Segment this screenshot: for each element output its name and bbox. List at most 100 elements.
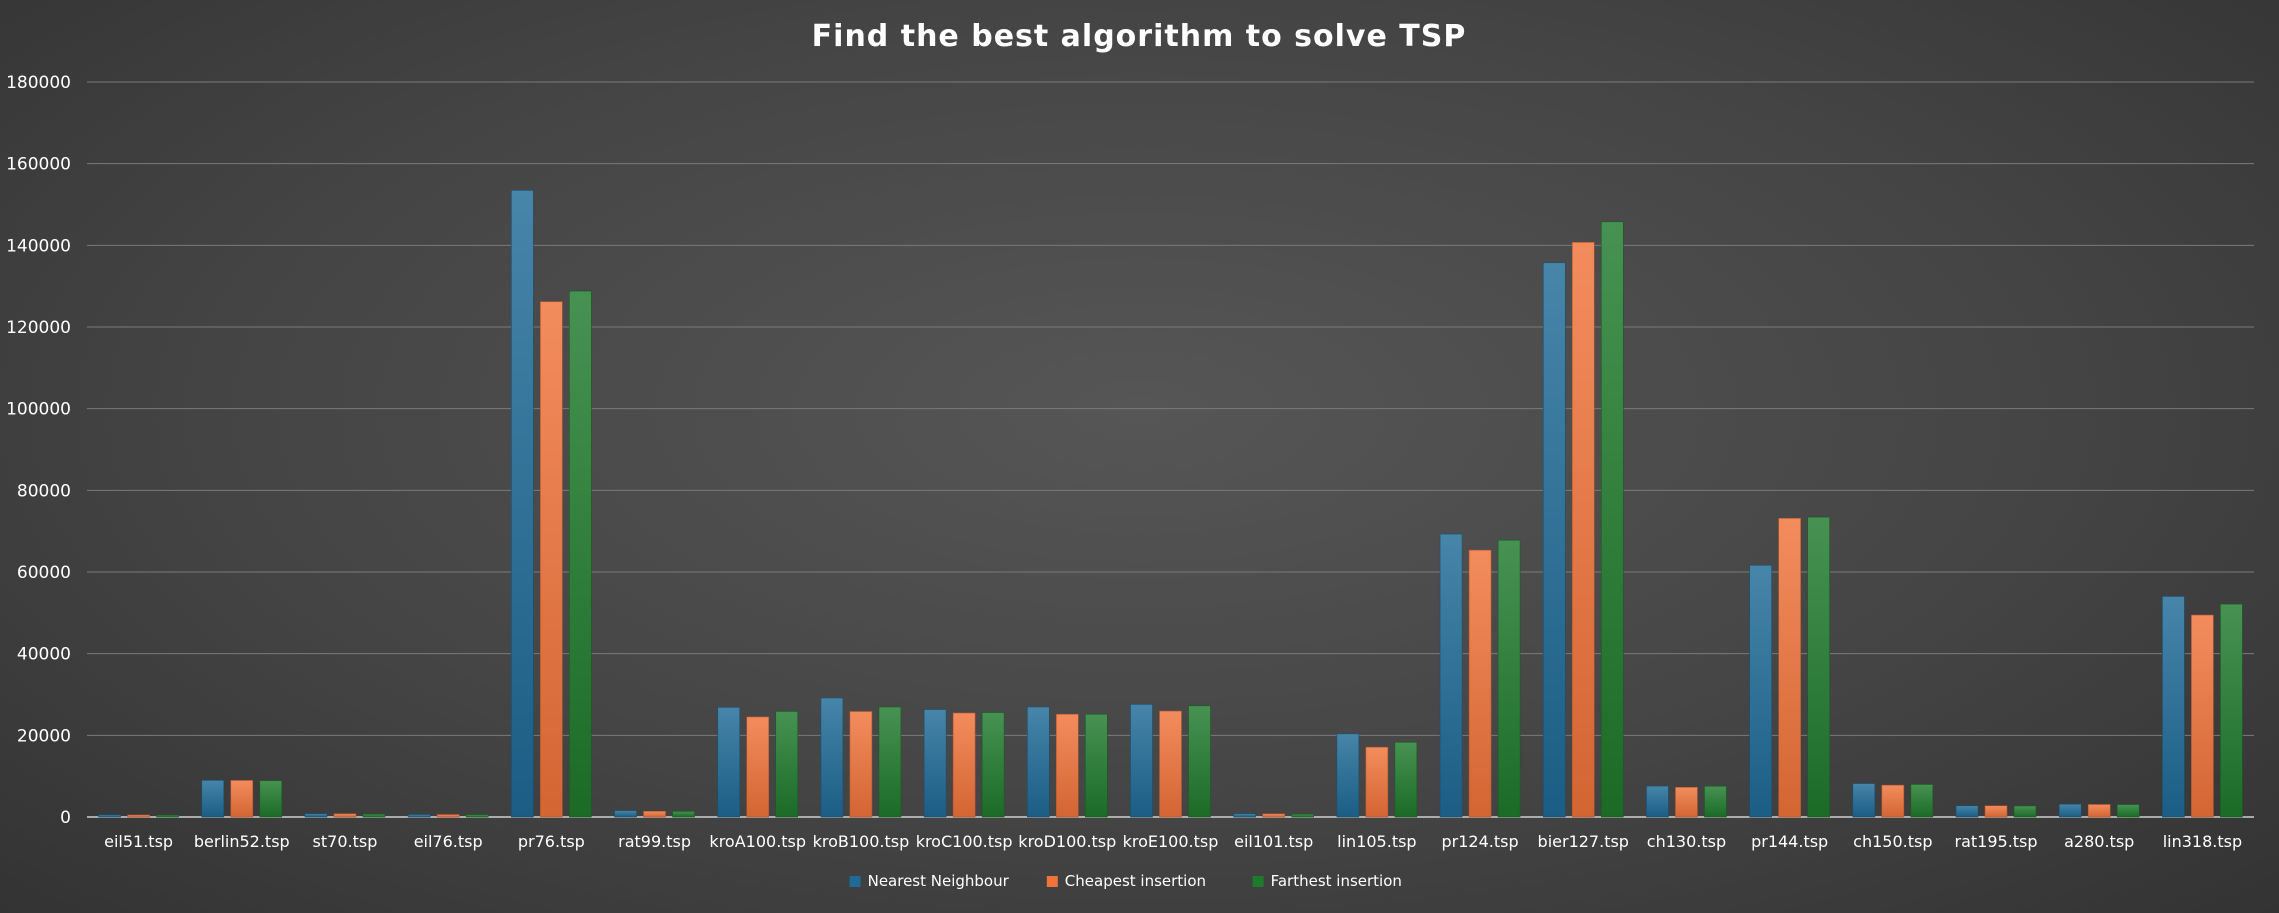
- x-tick-label: eil101.tsp: [1234, 832, 1313, 851]
- bar-group-pr144-tsp: [1749, 516, 1830, 818]
- chart-title: Find the best algorithm to solve TSP: [812, 19, 1467, 54]
- bar-farthest-insertion-eil76-tsp: [465, 814, 489, 818]
- bar-cheapest-insertion-pr124-tsp: [1468, 549, 1492, 818]
- y-tick-label: 0: [60, 808, 71, 828]
- legend-swatch: [1252, 876, 1264, 887]
- legend: Nearest Neighbour Cheapest insertion Farth…: [849, 872, 1402, 890]
- bar-farthest-insertion-krob100-tsp: [878, 706, 902, 818]
- bar-farthest-insertion-krod100-tsp: [1085, 713, 1108, 818]
- gridlines: [87, 81, 2254, 818]
- bar-nearest-neighbour-lin318-tsp: [2162, 596, 2185, 818]
- bar-farthest-insertion-pr76-tsp: [569, 290, 592, 818]
- legend-item-nearest-neighbour: Nearest Neighbour: [849, 872, 1010, 890]
- x-tick-label: kroE100.tsp: [1123, 832, 1219, 851]
- y-tick-label: 160000: [6, 155, 71, 175]
- legend-item-farthest-insertion: Farthest insertion: [1252, 872, 1402, 890]
- bar-cheapest-insertion-a280-tsp: [2087, 804, 2111, 818]
- bar-group-krob100-tsp: [820, 697, 902, 818]
- bar-farthest-insertion-a280-tsp: [2116, 804, 2140, 818]
- bar-group-kroe100-tsp: [1130, 704, 1211, 818]
- bar-cheapest-insertion-pr76-tsp: [540, 301, 563, 818]
- bar-cheapest-insertion-krob100-tsp: [849, 711, 873, 818]
- bar-cheapest-insertion-eil76-tsp: [436, 814, 460, 818]
- bar-cheapest-insertion-ch130-tsp: [1675, 787, 1698, 818]
- bar-nearest-neighbour-st70-tsp: [304, 813, 328, 818]
- x-tick-label: eil76.tsp: [414, 832, 483, 851]
- x-tick-label: kroB100.tsp: [813, 832, 910, 851]
- bar-nearest-neighbour-ch130-tsp: [1646, 785, 1669, 818]
- bar-group-lin318-tsp: [2162, 596, 2243, 818]
- x-tick-label: rat195.tsp: [1955, 832, 2038, 851]
- y-tick-label: 100000: [6, 400, 71, 420]
- x-tick-label: berlin52.tsp: [194, 832, 290, 851]
- bar-nearest-neighbour-kroe100-tsp: [1130, 704, 1153, 818]
- bar-farthest-insertion-st70-tsp: [362, 813, 386, 818]
- y-axis: 0 20000 40000 60000 80000 100000 120000 140000 1…: [6, 73, 71, 828]
- bars: [98, 190, 2243, 818]
- bar-nearest-neighbour-rat99-tsp: [614, 810, 637, 818]
- bar-farthest-insertion-ch150-tsp: [1910, 784, 1934, 818]
- bar-farthest-insertion-bier127-tsp: [1600, 221, 1624, 818]
- bar-cheapest-insertion-kroc100-tsp: [952, 712, 976, 818]
- x-tick-label: eil51.tsp: [104, 832, 173, 851]
- bar-cheapest-insertion-rat195-tsp: [1984, 805, 2008, 818]
- x-tick-label: pr76.tsp: [518, 832, 585, 851]
- y-tick-label: 20000: [17, 726, 71, 746]
- x-tick-label: lin105.tsp: [1337, 832, 1416, 851]
- legend-label: Nearest Neighbour: [868, 872, 1010, 890]
- x-tick-label: ch130.tsp: [1647, 832, 1726, 851]
- bar-group-pr124-tsp: [1439, 533, 1521, 818]
- bar-group-lin105-tsp: [1336, 733, 1418, 818]
- bar-farthest-insertion-pr144-tsp: [1807, 516, 1830, 818]
- x-tick-label: bier127.tsp: [1538, 832, 1629, 851]
- bar-nearest-neighbour-lin105-tsp: [1336, 733, 1360, 818]
- bar-farthest-insertion-lin318-tsp: [2220, 603, 2243, 818]
- bar-nearest-neighbour-eil101-tsp: [1233, 813, 1256, 818]
- bar-farthest-insertion-rat99-tsp: [672, 811, 695, 818]
- legend-label: Farthest insertion: [1271, 872, 1402, 890]
- bar-farthest-insertion-kroc100-tsp: [981, 712, 1005, 818]
- bar-farthest-insertion-berlin52-tsp: [259, 780, 283, 818]
- bar-nearest-neighbour-pr144-tsp: [1749, 564, 1772, 818]
- x-tick-label: a280.tsp: [2064, 832, 2134, 851]
- bar-group-bier127-tsp: [1542, 221, 1624, 818]
- bar-cheapest-insertion-krod100-tsp: [1056, 713, 1079, 818]
- bar-group-ch150-tsp: [1852, 783, 1934, 818]
- x-tick-label: kroA100.tsp: [709, 832, 806, 851]
- bar-nearest-neighbour-krod100-tsp: [1027, 706, 1050, 818]
- bar-nearest-neighbour-ch150-tsp: [1852, 783, 1876, 818]
- bar-farthest-insertion-rat195-tsp: [2013, 805, 2037, 818]
- bar-group-eil51-tsp: [98, 814, 179, 818]
- bar-cheapest-insertion-lin105-tsp: [1365, 746, 1389, 818]
- legend-label: Cheapest insertion: [1065, 872, 1206, 890]
- bar-cheapest-insertion-kroe100-tsp: [1159, 710, 1182, 818]
- bar-group-eil101-tsp: [1233, 813, 1314, 818]
- bar-cheapest-insertion-ch150-tsp: [1881, 784, 1905, 818]
- y-tick-label: 140000: [6, 236, 71, 256]
- bar-group-rat99-tsp: [614, 810, 695, 818]
- x-tick-label: st70.tsp: [313, 832, 378, 851]
- x-axis: eil51.tsp berlin52.tsp st70.tsp eil76.tsp pr…: [104, 832, 2242, 851]
- legend-item-cheapest-insertion: Cheapest insertion: [1046, 872, 1206, 890]
- bar-nearest-neighbour-eil76-tsp: [407, 814, 431, 818]
- bar-group-krod100-tsp: [1027, 706, 1108, 818]
- bar-nearest-neighbour-a280-tsp: [2058, 803, 2082, 818]
- bar-group-berlin52-tsp: [201, 780, 283, 818]
- legend-swatch: [849, 876, 861, 887]
- bar-cheapest-insertion-st70-tsp: [333, 813, 357, 818]
- bar-group-kroa100-tsp: [717, 707, 799, 818]
- bar-cheapest-insertion-kroa100-tsp: [746, 716, 770, 818]
- bar-nearest-neighbour-rat195-tsp: [1955, 805, 1979, 818]
- bar-group-kroc100-tsp: [923, 709, 1005, 818]
- bar-group-ch130-tsp: [1646, 785, 1727, 818]
- bar-nearest-neighbour-eil51-tsp: [98, 814, 121, 818]
- bar-group-pr76-tsp: [511, 190, 592, 818]
- x-tick-label: ch150.tsp: [1853, 832, 1932, 851]
- x-tick-label: lin318.tsp: [2163, 832, 2242, 851]
- x-tick-label: kroD100.tsp: [1018, 832, 1116, 851]
- bar-farthest-insertion-eil101-tsp: [1291, 813, 1314, 818]
- bar-cheapest-insertion-rat99-tsp: [643, 810, 666, 818]
- bar-group-a280-tsp: [2058, 803, 2140, 818]
